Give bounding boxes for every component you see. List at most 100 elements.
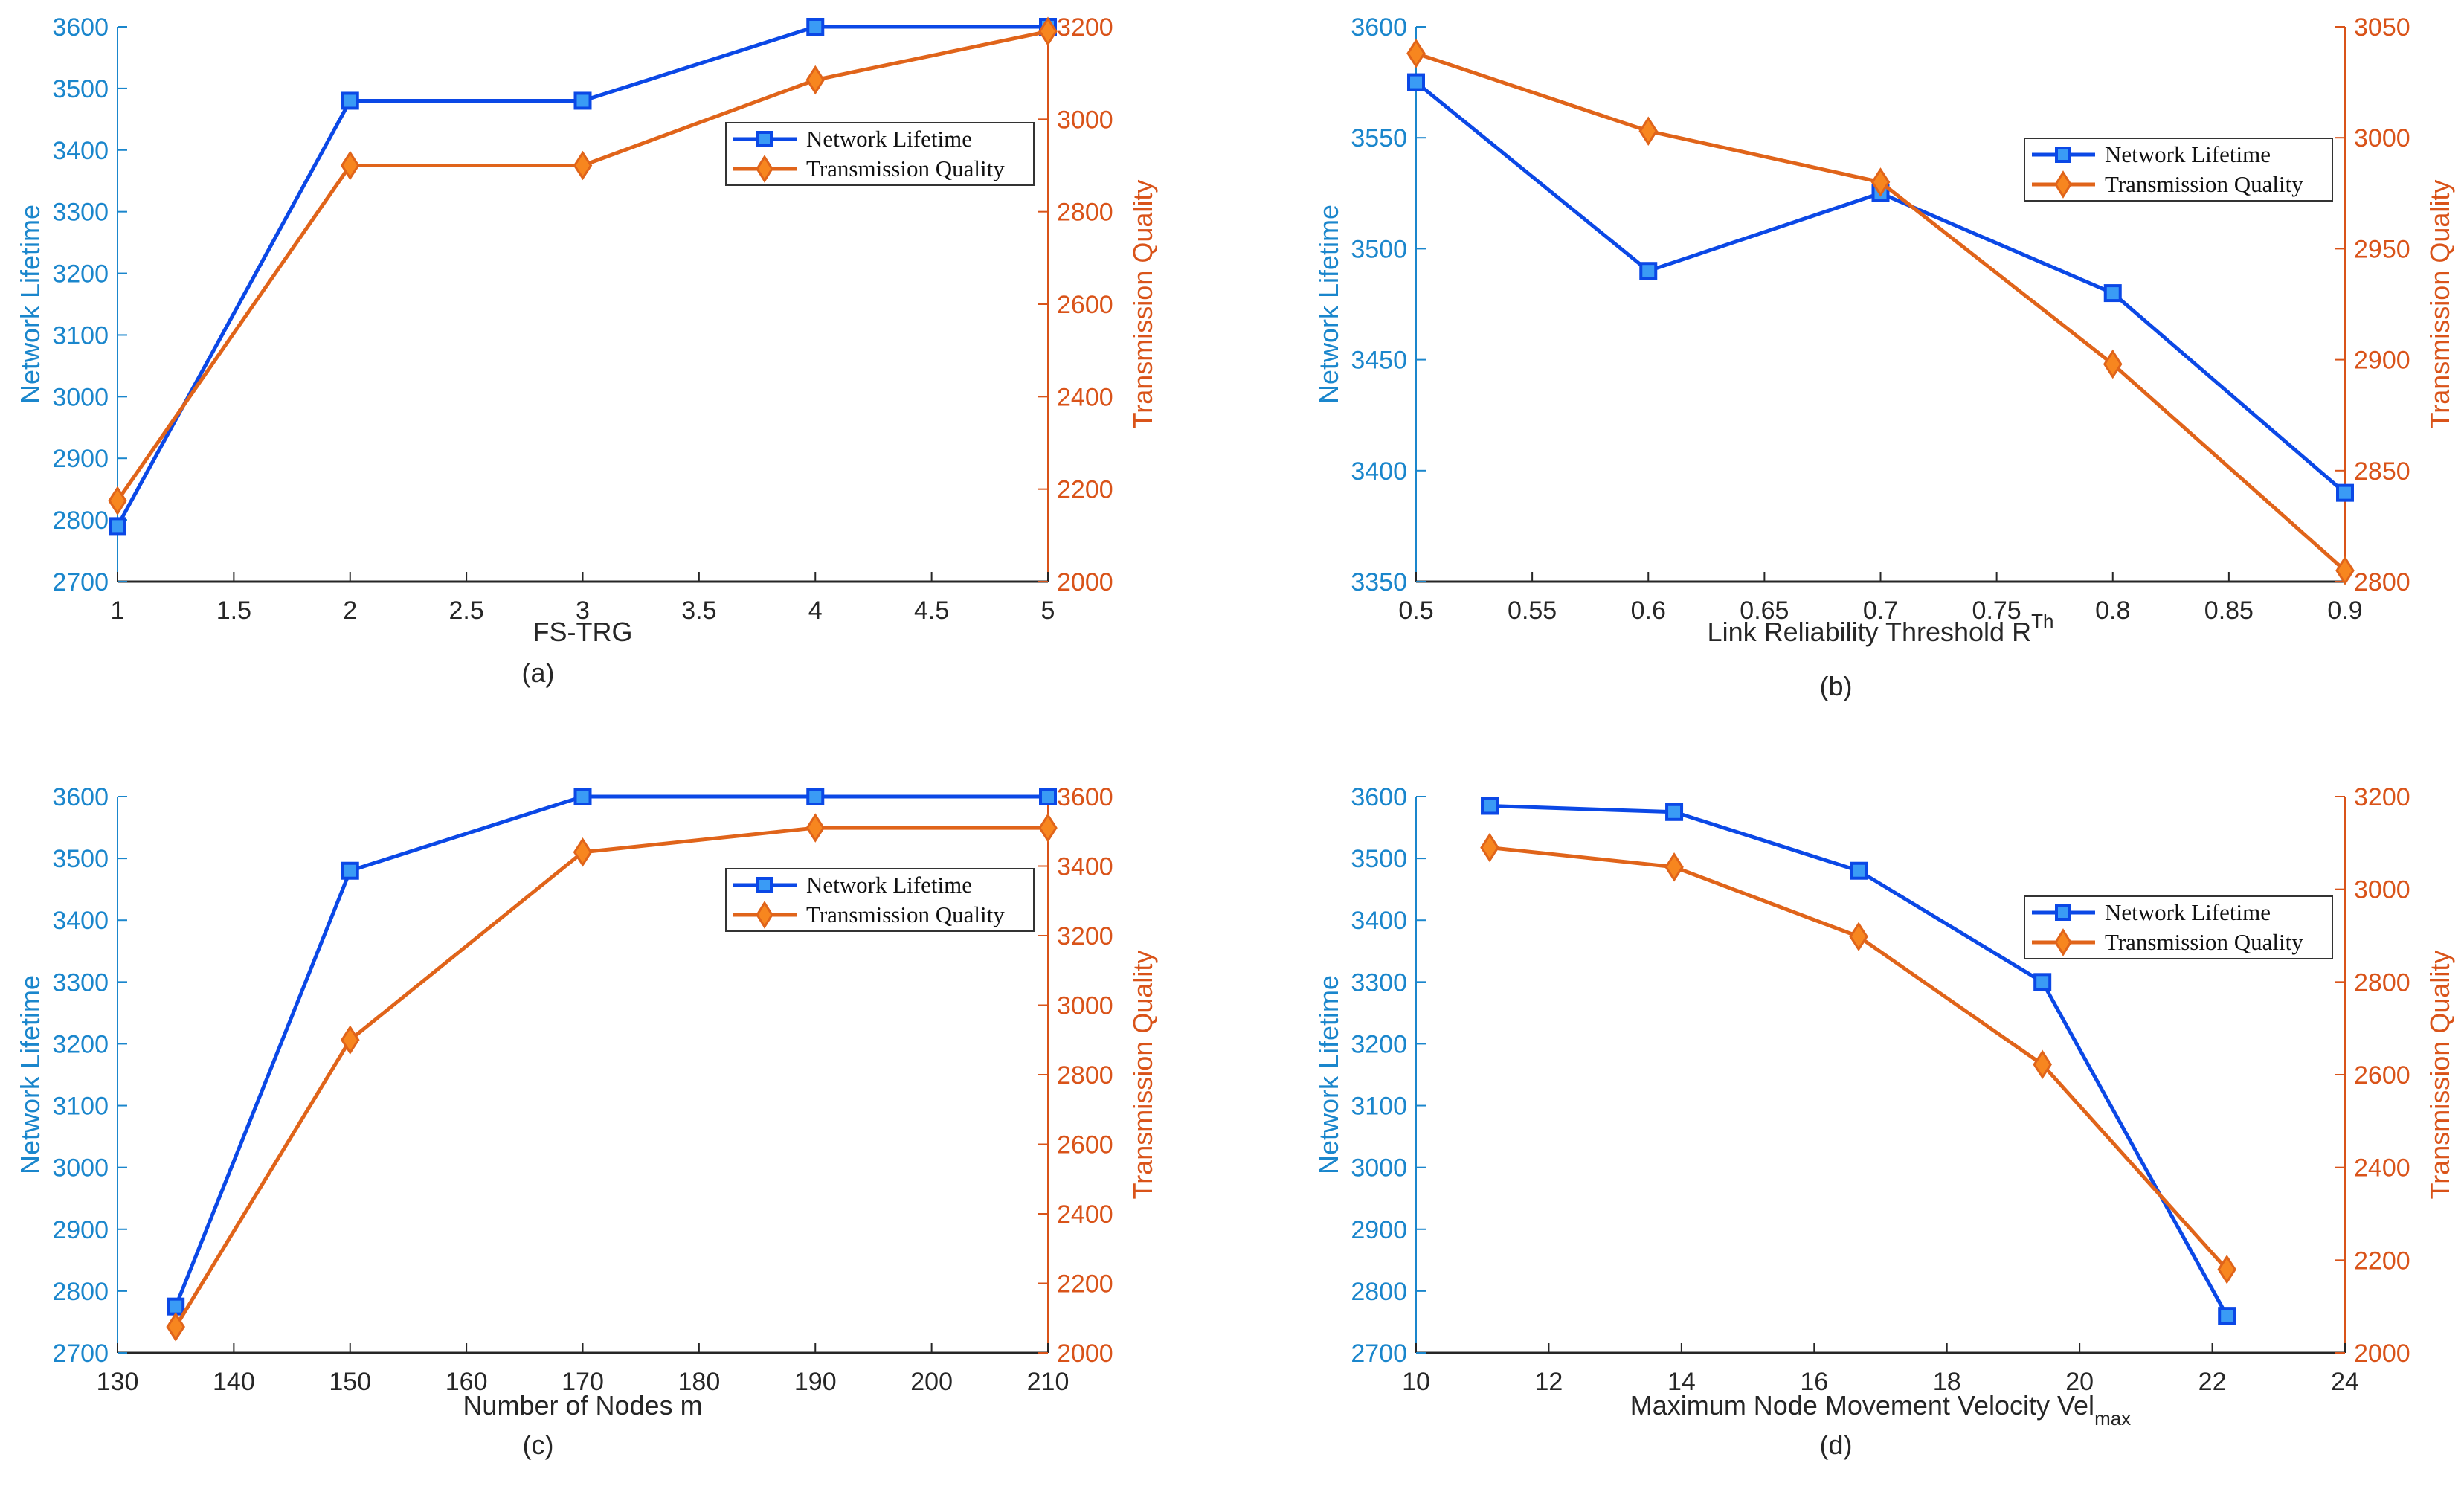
y-left-tick-label: 3400 <box>1351 907 1407 935</box>
legend: Network Lifetime Transmission Quality <box>725 122 1035 186</box>
y-right-tick-label: 3000 <box>2354 124 2410 152</box>
legend-diamond-icon <box>756 901 773 929</box>
y-right-tick-label: 3600 <box>1057 783 1113 811</box>
data-point-diamond <box>1038 16 1058 46</box>
x-tick-label: 3.5 <box>681 596 716 625</box>
x-tick-label: 1 <box>111 596 125 625</box>
legend-entry: Network Lifetime <box>2105 899 2271 925</box>
x-tick-label: 5 <box>1041 596 1055 625</box>
y-right-tick-label: 2000 <box>1057 568 1113 596</box>
x-tick-label: 150 <box>329 1368 371 1396</box>
data-point-square <box>1407 73 1425 91</box>
legend: Network Lifetime Transmission Quality <box>725 868 1035 932</box>
y-right-tick-label: 2000 <box>1057 1340 1113 1368</box>
legend-square-icon <box>2055 904 2071 921</box>
y-left-tick-label: 3000 <box>52 1154 109 1183</box>
y-right-tick-label: 2200 <box>1057 476 1113 504</box>
y-left-tick-label: 3200 <box>1351 1030 1407 1058</box>
x-tick-label: 16 <box>1800 1368 1828 1396</box>
y-right-axis-label: Transmission Quality <box>2425 180 2455 429</box>
y-left-tick-label: 2800 <box>52 1278 109 1306</box>
x-axis-label: Link Reliability Threshold RTh <box>1708 610 2054 647</box>
y-left-tick-label: 3400 <box>52 907 109 935</box>
series-line-network-lifetime <box>1489 803 2229 1317</box>
data-point-square <box>1665 803 1684 821</box>
y-left-tick-label: 3500 <box>1351 845 1407 873</box>
chart-panel-a: 1 1.5 2 2.5 3 3.5 4 4.5 5 2700 2800 2900 3000 3100 320… <box>15 13 1158 688</box>
legend-square-icon <box>2055 147 2071 163</box>
series-line-transmission-quality <box>1415 51 2346 572</box>
y-left-tick-label: 3000 <box>1351 1154 1407 1183</box>
x-tick-label: 200 <box>910 1368 953 1396</box>
y-left-tick-label: 3200 <box>52 1030 109 1058</box>
data-point-square <box>806 18 825 36</box>
y-right-tick-label: 2800 <box>1057 1061 1113 1090</box>
legend-diamond-icon <box>2054 928 2072 956</box>
data-point-diamond <box>573 837 593 867</box>
y-right-tick-label: 2950 <box>2354 235 2410 263</box>
legend-entry: Transmission Quality <box>806 901 1005 927</box>
data-point-square <box>167 1297 185 1316</box>
data-point-square <box>806 788 825 805</box>
x-axis-label: Number of Nodes m <box>463 1390 702 1421</box>
y-left-tick-label: 3400 <box>1351 457 1407 486</box>
y-right-tick-label: 3200 <box>1057 13 1113 42</box>
y-left-tick-label: 3500 <box>52 75 109 103</box>
y-left-tick-label: 2900 <box>52 1216 109 1244</box>
panel-label: (a) <box>522 657 555 688</box>
legend-diamond-icon <box>756 155 773 183</box>
data-point-square <box>109 517 126 536</box>
data-point-square <box>2336 483 2354 502</box>
x-tick-label: 20 <box>2065 1368 2094 1396</box>
y-right-tick-label: 2400 <box>2354 1154 2410 1183</box>
x-tick-label: 210 <box>1027 1368 1069 1396</box>
y-left-tick-label: 3300 <box>52 199 109 227</box>
data-point-square <box>1481 797 1499 815</box>
data-point-diamond <box>340 1025 360 1055</box>
y-right-tick-label: 3050 <box>2354 13 2410 42</box>
y-right-tick-label: 3400 <box>1057 853 1113 881</box>
chart-panel-b: 0.5 0.55 0.6 0.65 0.7 0.75 0.8 0.85 0.9 3350 3400 3… <box>1313 13 2455 701</box>
x-tick-label: 4 <box>808 596 823 625</box>
legend-square-icon <box>756 131 773 147</box>
chart-panel-c: 130 140 150 160 170 180 190 200 210 2700 2800 2900 3… <box>15 783 1158 1460</box>
data-point-square <box>1639 262 1658 280</box>
x-tick-label: 2.5 <box>448 596 483 625</box>
x-tick-label: 14 <box>1667 1368 1696 1396</box>
x-tick-label: 0.6 <box>1631 596 1666 625</box>
x-tick-label: 140 <box>213 1368 255 1396</box>
data-point-square <box>2218 1307 2236 1325</box>
y-right-tick-label: 2800 <box>2354 968 2410 997</box>
y-right-tick-label: 3000 <box>1057 992 1113 1020</box>
data-point-square <box>573 91 592 110</box>
y-right-tick-label: 2900 <box>2354 347 2410 375</box>
data-point-diamond <box>2033 1049 2052 1080</box>
y-left-tick-label: 3200 <box>52 260 109 289</box>
x-tick-label: 0.9 <box>2327 596 2362 625</box>
data-point-square <box>341 861 359 880</box>
x-tick-label: 0.55 <box>1508 596 1557 625</box>
y-right-tick-label: 2000 <box>2354 1340 2410 1368</box>
data-point-square <box>573 788 592 805</box>
data-point-square <box>341 91 359 110</box>
y-right-axis-label: Transmission Quality <box>1128 180 1158 429</box>
legend-box <box>2024 895 2333 959</box>
panel-label: (c) <box>523 1429 554 1460</box>
legend-entry: Network Lifetime <box>2105 141 2271 167</box>
x-axis-label-sub: max <box>2094 1407 2131 1429</box>
y-left-tick-label: 3600 <box>52 13 109 42</box>
legend-box <box>725 868 1035 932</box>
x-tick-label: 18 <box>1933 1368 1961 1396</box>
panel-label: (b) <box>1820 671 1853 701</box>
data-point-diamond <box>573 150 593 181</box>
data-point-diamond <box>1480 832 1499 863</box>
y-left-axis-label: Network Lifetime <box>1313 205 1344 404</box>
y-left-tick-label: 3300 <box>1351 968 1407 997</box>
y-left-tick-label: 3350 <box>1351 568 1407 596</box>
y-right-tick-label: 2600 <box>1057 291 1113 319</box>
data-point-diamond <box>1849 922 1868 952</box>
y-right-tick-label: 2200 <box>2354 1247 2410 1275</box>
x-tick-label: 2 <box>343 596 357 625</box>
data-point-diamond <box>340 150 360 181</box>
